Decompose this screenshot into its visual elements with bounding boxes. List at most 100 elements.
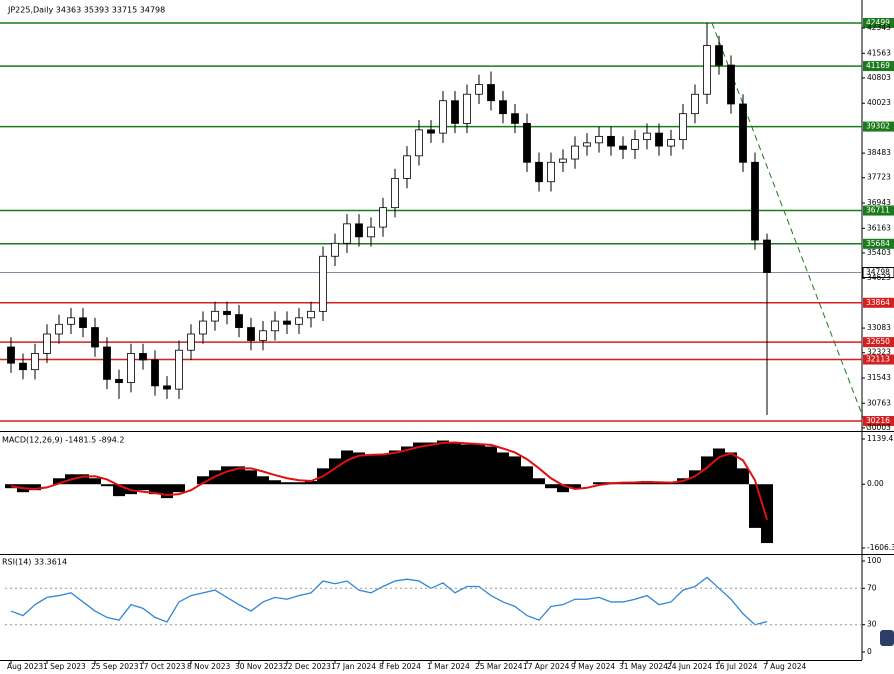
candle-body xyxy=(427,129,435,134)
x-tick-label: 17 Apr 2024 xyxy=(523,662,570,671)
x-tick-label: 31 May 2024 xyxy=(619,662,668,671)
level-label: 32650 xyxy=(866,337,890,346)
macd-bar xyxy=(737,468,749,485)
trendline xyxy=(711,22,869,431)
candle-body xyxy=(7,346,15,364)
candle-body xyxy=(139,353,147,361)
candle-body xyxy=(607,135,615,147)
macd-bar xyxy=(101,484,113,487)
macd-bar xyxy=(713,448,725,485)
candle-body xyxy=(751,161,759,241)
candle-body xyxy=(727,64,735,105)
candle-body xyxy=(343,223,351,244)
x-tick-label: 16 Jul 2024 xyxy=(715,662,758,671)
level-tag xyxy=(863,238,894,249)
candle-body xyxy=(223,310,231,315)
candle-body xyxy=(307,310,315,319)
level-label: 36711 xyxy=(866,206,890,215)
macd-bar xyxy=(149,484,161,495)
candle-body xyxy=(547,161,555,183)
candle-body xyxy=(463,93,471,124)
candle-body xyxy=(247,327,255,341)
x-tick-label: 7 Aug 2024 xyxy=(763,662,806,671)
marks xyxy=(5,22,773,626)
candle-body xyxy=(499,100,507,115)
macd-bar xyxy=(269,480,281,485)
macd-bar xyxy=(377,454,389,485)
candle-body xyxy=(559,158,567,163)
y-tick-label: 40803 xyxy=(867,73,891,82)
macd-bar xyxy=(389,450,401,485)
candle-body xyxy=(595,135,603,144)
candle-body xyxy=(667,139,675,147)
macd-bar xyxy=(533,478,545,485)
level-tag xyxy=(863,121,894,132)
candle-body xyxy=(175,349,183,390)
candle-body xyxy=(451,100,459,124)
candle-body xyxy=(43,333,51,354)
candle-body xyxy=(691,93,699,115)
level-label: 41169 xyxy=(866,61,890,70)
x-tick-label: 1 Mar 2024 xyxy=(427,662,470,671)
candle-body xyxy=(235,314,243,328)
chart-title: JP225,Daily 34363 35393 33715 34798 xyxy=(7,6,165,15)
macd-bar xyxy=(77,474,89,485)
level-label: 33864 xyxy=(866,298,890,307)
level-tag xyxy=(862,267,894,279)
y-tick-label: -1606.3 xyxy=(867,543,894,552)
y-tick-label: 42343 xyxy=(867,23,891,32)
candle-body xyxy=(31,353,39,371)
level-label: 39302 xyxy=(866,122,890,131)
y-tick-label: 30003 xyxy=(867,423,891,432)
candle-body xyxy=(487,84,495,102)
app-icon[interactable] xyxy=(880,630,894,646)
x-tick-label: 24 Jun 2024 xyxy=(667,662,712,671)
macd-bar xyxy=(293,482,305,485)
candle-body xyxy=(643,132,651,141)
macd-bar xyxy=(485,446,497,485)
level-label: 35684 xyxy=(866,239,890,248)
candle-body xyxy=(199,320,207,335)
level-label: 42499 xyxy=(866,18,890,27)
x-tick-label: 30 Nov 2023 xyxy=(235,662,283,671)
candle-body xyxy=(679,113,687,141)
candle-body xyxy=(475,84,483,95)
macd-bar xyxy=(437,440,449,485)
y-tick-label: 36163 xyxy=(867,223,891,232)
candle-body xyxy=(271,320,279,332)
candle-body xyxy=(259,330,267,341)
candle-body xyxy=(523,123,531,163)
x-tick-label: 8 Nov 2023 xyxy=(187,662,230,671)
candle-body xyxy=(703,45,711,95)
candle-body xyxy=(619,145,627,150)
x-tick-label: 25 Mar 2024 xyxy=(475,662,523,671)
candle-body xyxy=(391,178,399,209)
levels: 42499 41169 39302 36711 35684 34798 33864 32650… xyxy=(0,17,894,426)
x-tick-label: 22 Dec 2023 xyxy=(283,662,331,671)
macd-bar xyxy=(233,466,245,485)
candle-body xyxy=(151,359,159,387)
candle-body xyxy=(415,129,423,157)
macd-bar xyxy=(701,456,713,485)
level-tag xyxy=(863,205,894,216)
candle-body xyxy=(367,226,375,238)
candle-body xyxy=(403,155,411,179)
candle-body xyxy=(127,353,135,384)
candle-body xyxy=(439,100,447,134)
candle-body xyxy=(379,207,387,228)
level-tag xyxy=(863,297,894,308)
x-tick-label: 1 Sep 2023 xyxy=(43,662,86,671)
macd-bar xyxy=(413,442,425,485)
level-tag xyxy=(863,415,894,426)
x-tick-label: 17 Jan 2024 xyxy=(331,662,376,671)
candle-body xyxy=(115,378,123,384)
y-tick-label: 0 xyxy=(867,647,872,656)
y-tick-label: 0.00 xyxy=(867,479,884,488)
macd-bar xyxy=(221,466,233,485)
level-tag xyxy=(863,354,894,365)
candle-body xyxy=(715,45,723,66)
rsi-title: RSI(14) 33.3614 xyxy=(2,558,67,567)
macd-bar xyxy=(29,484,41,491)
macd-bar xyxy=(365,454,377,485)
